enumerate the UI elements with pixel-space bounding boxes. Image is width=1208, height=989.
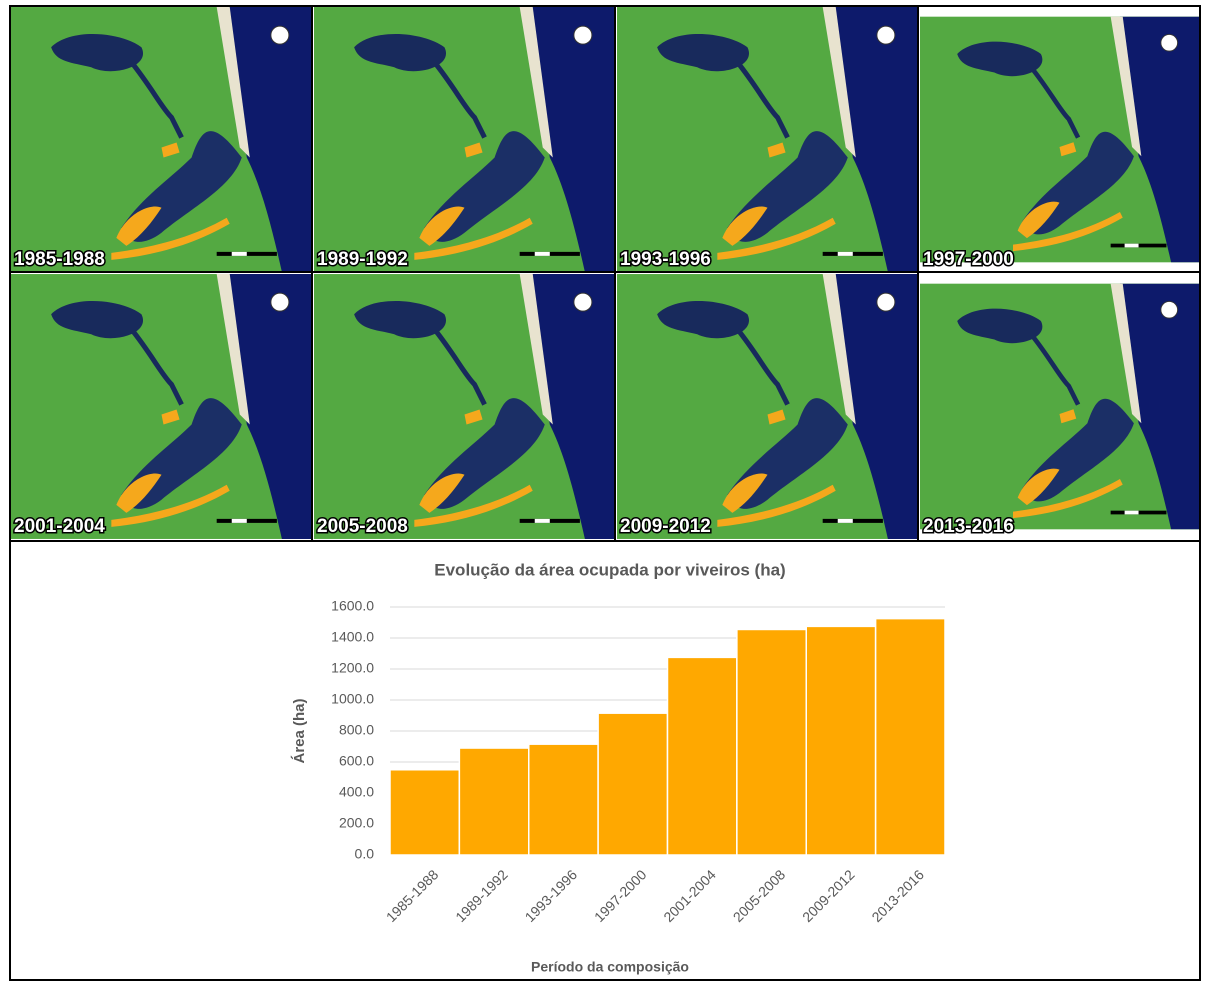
bar bbox=[874, 617, 946, 856]
chart-title: Evolução da área ocupada por viveiros (h… bbox=[434, 560, 785, 579]
y-axis-label: Área (ha) bbox=[291, 698, 308, 763]
map-image bbox=[617, 274, 918, 539]
bar bbox=[805, 625, 877, 856]
x-tick-label: 2013-2016 bbox=[868, 866, 927, 925]
y-tick-label: 1400.0 bbox=[331, 629, 374, 645]
y-tick-label: 400.0 bbox=[339, 784, 374, 800]
x-tick-label: 2005-2008 bbox=[730, 866, 789, 925]
bar bbox=[528, 743, 599, 856]
panel-label: 2005-2008 bbox=[317, 516, 408, 537]
x-axis-label: Período da composição bbox=[531, 959, 689, 975]
bar bbox=[736, 628, 807, 856]
y-tick-label: 600.0 bbox=[339, 753, 374, 769]
map-image bbox=[920, 284, 1199, 530]
map-image bbox=[314, 274, 615, 539]
panel-label: 1985-1988 bbox=[14, 249, 105, 270]
x-tick-label: 1993-1996 bbox=[522, 866, 581, 925]
frame bbox=[9, 5, 1201, 981]
y-tick-label: 200.0 bbox=[339, 815, 374, 831]
y-tick-label: 800.0 bbox=[339, 722, 374, 738]
x-tick-label: 2001-2004 bbox=[660, 866, 719, 925]
map-image bbox=[617, 7, 918, 272]
y-tick-label: 1000.0 bbox=[331, 691, 374, 707]
y-tick-label: 1200.0 bbox=[331, 660, 374, 676]
x-tick-label: 1985-1988 bbox=[383, 866, 442, 925]
map-image bbox=[11, 274, 312, 539]
panel-label: 1997-2000 bbox=[923, 249, 1014, 270]
map-image bbox=[314, 7, 615, 272]
x-tick-label: 1997-2000 bbox=[591, 866, 650, 925]
panel-label: 2013-2016 bbox=[923, 516, 1014, 537]
panel-label: 1989-1992 bbox=[317, 249, 408, 270]
bar bbox=[458, 747, 530, 856]
bar bbox=[597, 712, 669, 856]
x-tick-label: 2009-2012 bbox=[799, 866, 858, 925]
bar bbox=[389, 769, 461, 856]
map-image bbox=[920, 17, 1199, 263]
y-tick-label: 1600.0 bbox=[331, 598, 374, 614]
panel-label: 2009-2012 bbox=[620, 516, 711, 537]
x-tick-label: 1989-1992 bbox=[452, 866, 511, 925]
y-tick-label: 0.0 bbox=[355, 846, 375, 862]
map-grid: 1985-1988 1989-1992 1993-1996 1997-2000 2001… bbox=[11, 7, 1199, 539]
map-image bbox=[11, 7, 312, 272]
panel-label: 1993-1996 bbox=[620, 249, 711, 270]
bar bbox=[666, 656, 738, 856]
panel-label: 2001-2004 bbox=[14, 516, 105, 537]
